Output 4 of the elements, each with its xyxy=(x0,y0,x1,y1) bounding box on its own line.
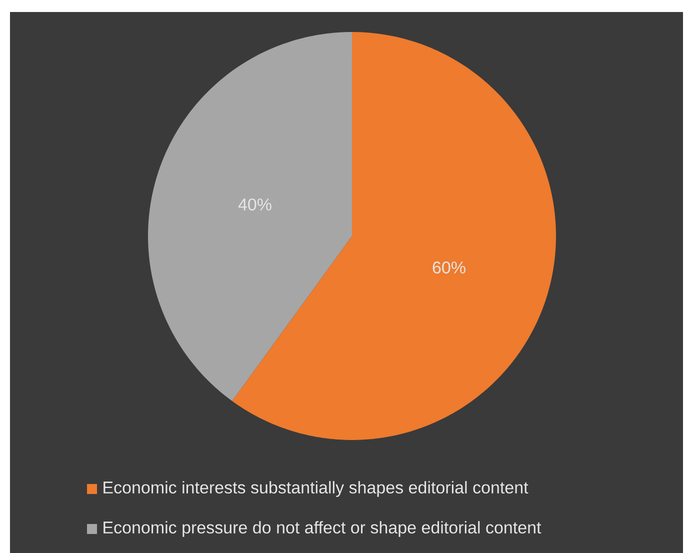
legend-label: Economic pressure do not affect or shape editorial content xyxy=(104,521,542,537)
data-label: 40% xyxy=(238,198,272,210)
data-label: 60% xyxy=(432,261,466,274)
legend-label: Economic interests substantially shapes editorial content xyxy=(104,481,528,497)
